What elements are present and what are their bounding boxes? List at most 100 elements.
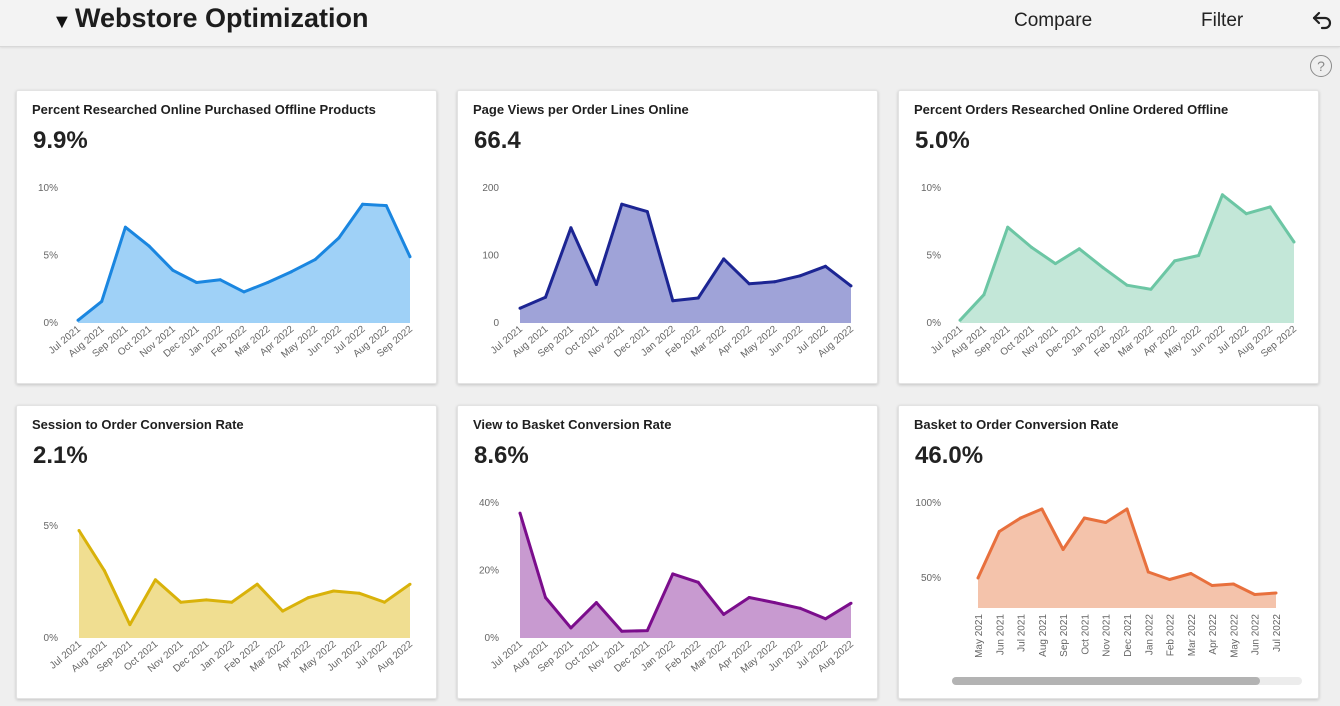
data-point[interactable] — [357, 591, 361, 595]
data-point[interactable] — [1253, 593, 1257, 596]
data-point[interactable] — [1019, 516, 1023, 520]
data-point[interactable] — [518, 306, 522, 310]
data-point[interactable] — [332, 589, 336, 593]
data-point[interactable] — [383, 600, 386, 604]
undo-icon[interactable] — [1310, 8, 1334, 32]
scrollbar-thumb[interactable] — [952, 677, 1260, 685]
data-point[interactable] — [696, 580, 700, 584]
data-point[interactable] — [620, 629, 624, 633]
compare-button[interactable]: Compare — [1014, 10, 1093, 31]
data-point[interactable] — [620, 202, 624, 206]
data-point[interactable] — [671, 299, 675, 303]
data-point[interactable] — [77, 529, 81, 532]
data-point[interactable] — [518, 511, 522, 515]
metric-card[interactable]: View to Basket Conversion Rate 8.6% 0% 20… — [457, 405, 878, 699]
data-point[interactable] — [1104, 521, 1108, 524]
metric-card[interactable]: Session to Order Conversion Rate 2.1% 0%… — [16, 405, 437, 699]
data-point[interactable] — [1125, 507, 1129, 511]
data-point[interactable] — [594, 283, 598, 286]
data-point[interactable] — [1173, 259, 1177, 263]
data-point[interactable] — [1101, 266, 1105, 270]
data-point[interactable] — [179, 600, 183, 604]
data-point[interactable] — [289, 270, 293, 274]
data-point[interactable] — [958, 318, 962, 322]
data-point[interactable] — [747, 596, 751, 599]
metric-card[interactable]: Percent Orders Researched Online Ordered… — [898, 90, 1319, 384]
data-point[interactable] — [1082, 516, 1086, 520]
data-point[interactable] — [1006, 225, 1010, 229]
horizontal-scrollbar[interactable] — [952, 677, 1302, 685]
data-point[interactable] — [773, 280, 777, 284]
data-point[interactable] — [1061, 548, 1065, 551]
data-point[interactable] — [722, 612, 726, 616]
data-point[interactable] — [1220, 193, 1224, 197]
data-point[interactable] — [171, 268, 175, 272]
metric-card[interactable]: Basket to Order Conversion Rate 46.0% 50… — [898, 405, 1319, 699]
data-point[interactable] — [361, 202, 365, 206]
data-point[interactable] — [218, 278, 222, 282]
data-point[interactable] — [337, 236, 341, 240]
data-point[interactable] — [1244, 212, 1248, 216]
metric-card[interactable]: Page Views per Order Lines Online 66.4 0… — [457, 90, 878, 384]
data-point[interactable] — [1210, 584, 1214, 587]
data-point[interactable] — [798, 274, 802, 278]
data-point[interactable] — [997, 530, 1001, 533]
data-point[interactable] — [1268, 205, 1272, 209]
data-point[interactable] — [1231, 582, 1235, 586]
data-point[interactable] — [1292, 240, 1296, 244]
data-point[interactable] — [722, 257, 726, 261]
data-point[interactable] — [671, 572, 675, 576]
data-point[interactable] — [569, 226, 573, 230]
data-point[interactable] — [255, 582, 259, 586]
data-point[interactable] — [976, 576, 980, 580]
data-point[interactable] — [645, 210, 649, 214]
data-point[interactable] — [384, 204, 388, 208]
data-point[interactable] — [773, 601, 777, 605]
data-point[interactable] — [128, 623, 132, 627]
data-point[interactable] — [1146, 570, 1150, 574]
data-point[interactable] — [849, 284, 853, 288]
data-point[interactable] — [1077, 247, 1081, 251]
data-point[interactable] — [76, 318, 80, 322]
metric-card[interactable]: Percent Researched Online Purchased Offl… — [16, 90, 437, 384]
data-point[interactable] — [1030, 245, 1034, 249]
data-point[interactable] — [306, 596, 310, 600]
data-point[interactable] — [747, 282, 751, 286]
data-point[interactable] — [798, 606, 802, 610]
data-point[interactable] — [242, 290, 246, 294]
data-point[interactable] — [408, 255, 412, 259]
data-point[interactable] — [266, 281, 270, 284]
data-point[interactable] — [147, 244, 151, 248]
data-point[interactable] — [1053, 262, 1057, 266]
data-point[interactable] — [103, 569, 106, 573]
data-point[interactable] — [696, 296, 700, 300]
data-point[interactable] — [123, 225, 127, 229]
data-point[interactable] — [544, 295, 547, 299]
collapse-caret-icon[interactable]: ▼ — [52, 11, 72, 33]
data-point[interactable] — [1189, 572, 1193, 575]
filter-button[interactable]: Filter — [1201, 10, 1244, 31]
data-point[interactable] — [1040, 507, 1044, 511]
data-point[interactable] — [195, 281, 199, 284]
data-point[interactable] — [1168, 578, 1172, 581]
data-point[interactable] — [281, 609, 285, 613]
data-point[interactable] — [230, 600, 234, 604]
data-point[interactable] — [569, 626, 573, 630]
data-point[interactable] — [594, 601, 598, 605]
data-point[interactable] — [824, 617, 827, 621]
data-point[interactable] — [1197, 254, 1201, 257]
data-point[interactable] — [544, 596, 547, 599]
data-point[interactable] — [204, 598, 208, 602]
data-point[interactable] — [824, 264, 827, 268]
data-point[interactable] — [153, 578, 157, 582]
data-point[interactable] — [1149, 287, 1153, 291]
data-point[interactable] — [982, 293, 986, 297]
data-point[interactable] — [849, 601, 853, 605]
data-point[interactable] — [645, 629, 649, 633]
help-icon[interactable]: ? — [1310, 55, 1332, 77]
data-point[interactable] — [313, 258, 317, 262]
data-point[interactable] — [408, 582, 412, 586]
data-point[interactable] — [1125, 283, 1129, 287]
data-point[interactable] — [100, 299, 104, 303]
data-point[interactable] — [1274, 591, 1278, 595]
